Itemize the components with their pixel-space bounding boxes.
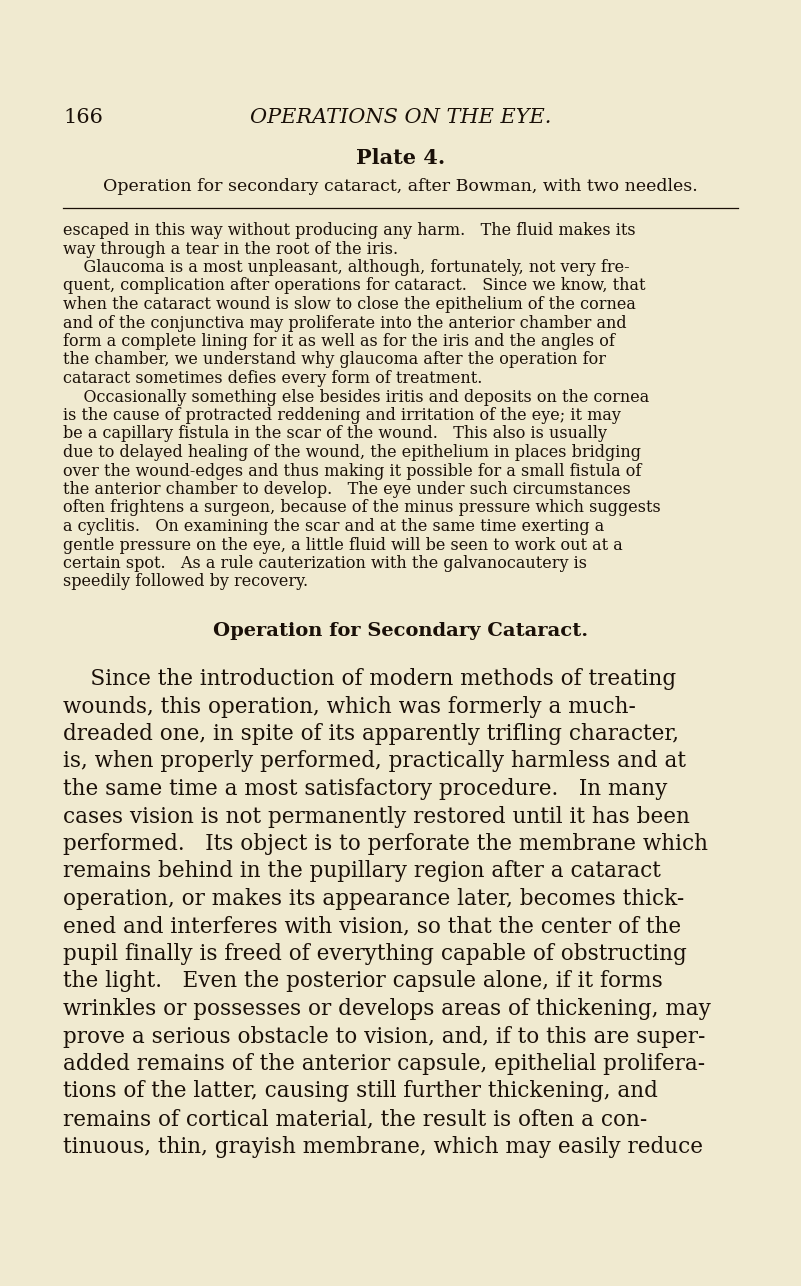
Text: often frightens a surgeon, because of the minus pressure which suggests: often frightens a surgeon, because of th…: [63, 499, 661, 517]
Text: the same time a most satisfactory procedure.   In many: the same time a most satisfactory proced…: [63, 778, 667, 800]
Text: operation, or makes its appearance later, becomes thick-: operation, or makes its appearance later…: [63, 889, 684, 910]
Text: remains behind in the pupillary region after a cataract: remains behind in the pupillary region a…: [63, 860, 661, 882]
Text: dreaded one, in spite of its apparently trifling character,: dreaded one, in spite of its apparently …: [63, 723, 679, 745]
Text: pupil finally is freed of everything capable of obstructing: pupil finally is freed of everything cap…: [63, 943, 687, 964]
Text: is, when properly performed, practically harmless and at: is, when properly performed, practically…: [63, 751, 686, 773]
Text: wrinkles or possesses or develops areas of thickening, may: wrinkles or possesses or develops areas …: [63, 998, 710, 1020]
Text: performed.   Its object is to perforate the membrane which: performed. Its object is to perforate th…: [63, 833, 708, 855]
Text: prove a serious obstacle to vision, and, if to this are super-: prove a serious obstacle to vision, and,…: [63, 1025, 706, 1048]
Text: Since the introduction of modern methods of treating: Since the introduction of modern methods…: [63, 667, 676, 691]
Text: gentle pressure on the eye, a little fluid will be seen to work out at a: gentle pressure on the eye, a little flu…: [63, 536, 622, 553]
Text: when the cataract wound is slow to close the epithelium of the cornea: when the cataract wound is slow to close…: [63, 296, 636, 312]
Text: Glaucoma is a most unpleasant, although, fortunately, not very fre-: Glaucoma is a most unpleasant, although,…: [63, 258, 630, 276]
Text: be a capillary fistula in the scar of the wound.   This also is usually: be a capillary fistula in the scar of th…: [63, 426, 607, 442]
Text: and of the conjunctiva may proliferate into the anterior chamber and: and of the conjunctiva may proliferate i…: [63, 315, 626, 332]
Text: OPERATIONS ON THE EYE.: OPERATIONS ON THE EYE.: [250, 108, 551, 127]
Text: the anterior chamber to develop.   The eye under such circumstances: the anterior chamber to develop. The eye…: [63, 481, 630, 498]
Text: form a complete lining for it as well as for the iris and the angles of: form a complete lining for it as well as…: [63, 333, 615, 350]
Text: 166: 166: [63, 108, 103, 127]
Text: wounds, this operation, which was formerly a much-: wounds, this operation, which was former…: [63, 696, 636, 718]
Text: ened and interferes with vision, so that the center of the: ened and interferes with vision, so that…: [63, 916, 681, 937]
Text: way through a tear in the root of the iris.: way through a tear in the root of the ir…: [63, 240, 398, 257]
Text: certain spot.   As a rule cauterization with the galvanocautery is: certain spot. As a rule cauterization wi…: [63, 556, 587, 572]
Text: added remains of the anterior capsule, epithelial prolifera-: added remains of the anterior capsule, e…: [63, 1053, 705, 1075]
Text: due to delayed healing of the wound, the epithelium in places bridging: due to delayed healing of the wound, the…: [63, 444, 641, 460]
Text: Plate 4.: Plate 4.: [356, 148, 445, 168]
Text: a cyclitis.   On examining the scar and at the same time exerting a: a cyclitis. On examining the scar and at…: [63, 518, 604, 535]
Text: cases vision is not permanently restored until it has been: cases vision is not permanently restored…: [63, 805, 690, 827]
Text: the light.   Even the posterior capsule alone, if it forms: the light. Even the posterior capsule al…: [63, 971, 662, 993]
Text: remains of cortical material, the result is often a con-: remains of cortical material, the result…: [63, 1109, 647, 1130]
Text: over the wound-edges and thus making it possible for a small fistula of: over the wound-edges and thus making it …: [63, 463, 642, 480]
Text: Operation for secondary cataract, after Bowman, with two needles.: Operation for secondary cataract, after …: [103, 177, 698, 195]
Text: speedily followed by recovery.: speedily followed by recovery.: [63, 574, 308, 590]
Text: tions of the latter, causing still further thickening, and: tions of the latter, causing still furth…: [63, 1080, 658, 1102]
Text: is the cause of protracted reddening and irritation of the eye; it may: is the cause of protracted reddening and…: [63, 406, 621, 424]
Text: Operation for Secondary Cataract.: Operation for Secondary Cataract.: [213, 622, 588, 640]
Text: tinuous, thin, grayish membrane, which may easily reduce: tinuous, thin, grayish membrane, which m…: [63, 1136, 703, 1157]
Text: Occasionally something else besides iritis and deposits on the cornea: Occasionally something else besides irit…: [63, 388, 650, 405]
Text: cataract sometimes defies every form of treatment.: cataract sometimes defies every form of …: [63, 370, 482, 387]
Text: the chamber, we understand why glaucoma after the operation for: the chamber, we understand why glaucoma …: [63, 351, 606, 369]
Text: quent, complication after operations for cataract.   Since we know, that: quent, complication after operations for…: [63, 278, 646, 294]
Text: escaped in this way without producing any harm.   The fluid makes its: escaped in this way without producing an…: [63, 222, 636, 239]
